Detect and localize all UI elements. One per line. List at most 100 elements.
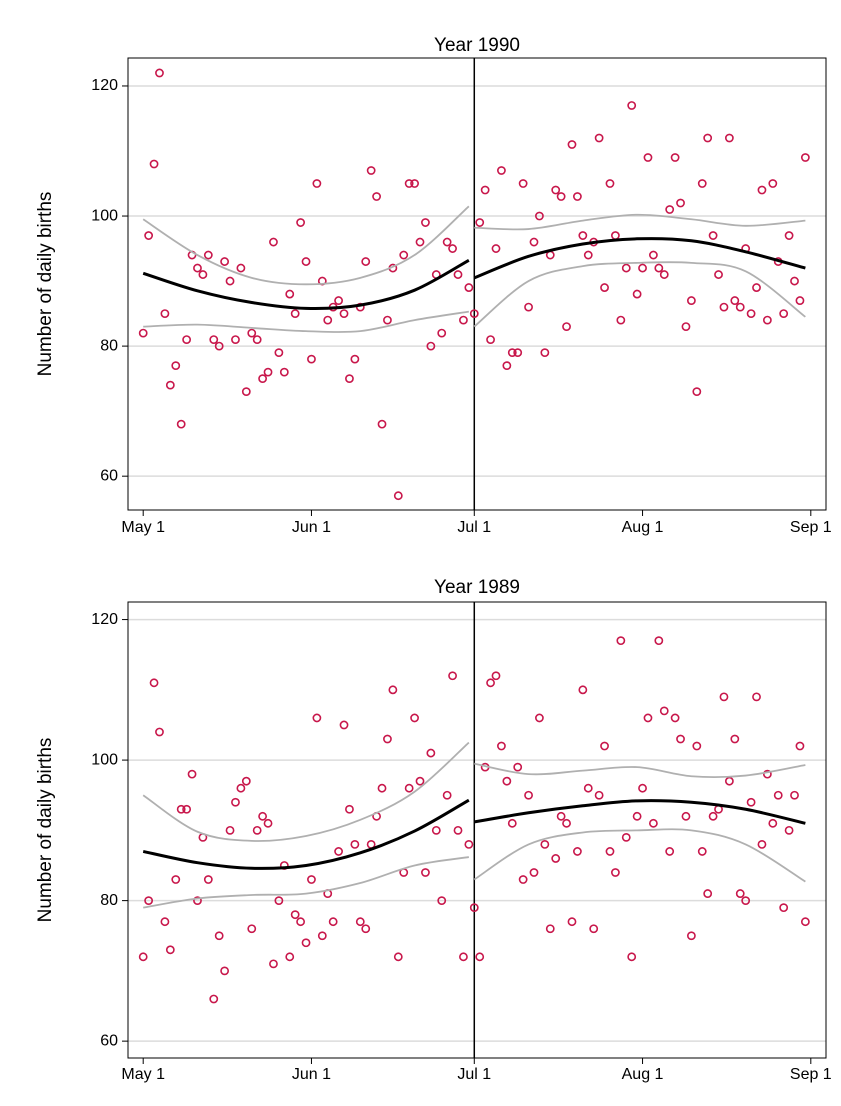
point <box>339 309 349 318</box>
point <box>648 250 658 260</box>
point <box>475 218 485 227</box>
point <box>790 276 799 286</box>
point <box>220 257 230 266</box>
point <box>285 952 295 962</box>
y-tick-label: 100 <box>91 751 118 768</box>
fit-line <box>142 798 470 870</box>
point <box>795 741 805 751</box>
point <box>703 133 713 143</box>
ci-line <box>474 762 806 779</box>
ci-line <box>473 828 806 883</box>
point <box>225 825 235 835</box>
point <box>746 797 756 807</box>
point <box>393 952 403 962</box>
x-tick-label: May 1 <box>121 519 165 536</box>
point <box>562 322 571 331</box>
point <box>448 671 457 681</box>
point <box>301 257 311 266</box>
point <box>176 419 186 429</box>
point <box>431 825 441 835</box>
point <box>203 250 213 260</box>
fit-line <box>473 237 806 280</box>
point <box>252 335 262 345</box>
y-axis-label: Number of daily births <box>35 192 56 377</box>
point <box>437 896 447 906</box>
point <box>247 328 257 338</box>
point <box>643 153 653 162</box>
point <box>800 917 810 927</box>
point <box>600 741 609 751</box>
point <box>529 237 539 247</box>
point <box>730 734 740 744</box>
point <box>724 133 734 143</box>
point <box>681 811 691 821</box>
point <box>345 374 354 384</box>
point <box>214 341 224 351</box>
point <box>350 354 360 364</box>
point <box>442 237 452 247</box>
point <box>605 179 615 188</box>
point <box>578 231 588 240</box>
point <box>611 231 620 240</box>
point <box>421 868 430 877</box>
point <box>703 889 713 898</box>
point <box>638 783 647 793</box>
point <box>171 361 181 371</box>
point <box>323 315 333 325</box>
point <box>453 825 463 835</box>
point <box>209 335 219 345</box>
point <box>307 875 316 884</box>
point <box>182 335 192 345</box>
panel: Year 1989 Number of daily births 60 80 100… <box>35 577 832 1083</box>
ci-line <box>143 310 469 334</box>
point <box>616 636 626 646</box>
point <box>339 720 349 730</box>
point <box>225 276 235 286</box>
point <box>252 825 262 835</box>
point <box>236 263 246 273</box>
point <box>697 179 707 188</box>
point <box>545 924 555 934</box>
point <box>469 903 479 913</box>
point <box>312 713 322 723</box>
point <box>556 192 566 201</box>
point <box>421 218 430 227</box>
point <box>469 309 479 318</box>
point <box>535 713 544 723</box>
point <box>741 896 751 906</box>
point <box>241 387 251 397</box>
point <box>220 966 230 976</box>
point <box>486 678 495 688</box>
point <box>176 804 186 814</box>
y-axis-label: Number of daily births <box>35 738 56 923</box>
point <box>686 931 696 941</box>
point <box>491 671 501 681</box>
point <box>638 263 647 273</box>
point <box>529 868 539 877</box>
point <box>670 713 680 723</box>
point <box>507 348 517 358</box>
point <box>676 734 685 744</box>
point <box>524 302 533 312</box>
point <box>502 776 512 786</box>
point <box>334 847 343 856</box>
point <box>513 762 523 772</box>
point <box>187 769 197 779</box>
point <box>165 380 175 390</box>
point <box>480 185 490 195</box>
point <box>735 302 745 312</box>
point <box>209 994 219 1004</box>
fit-line <box>142 258 470 310</box>
ci-line <box>473 261 806 328</box>
point <box>790 790 799 800</box>
plot-frame <box>127 601 827 1059</box>
point <box>681 322 691 331</box>
point <box>312 179 322 188</box>
point <box>540 348 550 358</box>
point <box>648 818 658 828</box>
point <box>665 847 675 856</box>
point <box>762 315 772 325</box>
point <box>437 328 447 338</box>
y-tick-label: 60 <box>100 467 118 484</box>
